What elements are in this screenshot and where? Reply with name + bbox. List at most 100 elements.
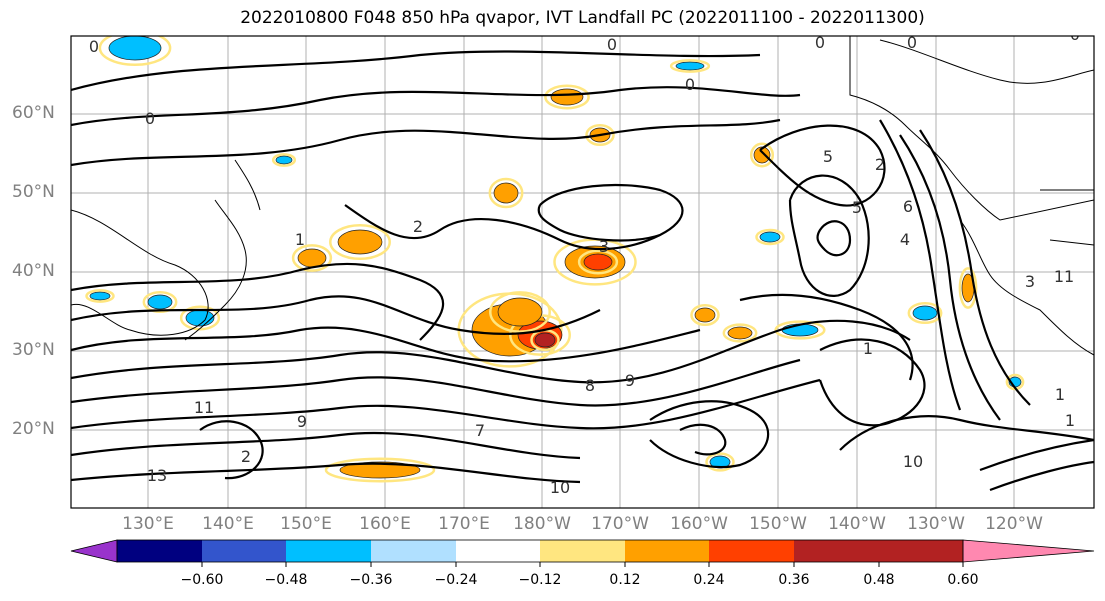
ivt-contour — [344, 204, 661, 251]
shading-halo — [291, 244, 333, 272]
shading-halo — [98, 36, 172, 67]
contour-label: 13 — [147, 466, 167, 485]
lat-label: 50°N — [12, 182, 55, 202]
colorbar-segment — [202, 540, 286, 562]
ivt-contour — [71, 86, 801, 127]
contour-label: 1 — [863, 339, 873, 358]
ivt-contour — [199, 420, 264, 480]
ivt-contour — [71, 462, 581, 484]
colorbar-segment — [70, 539, 118, 563]
ivt-contour — [899, 134, 1001, 421]
contour-label: 0 — [89, 37, 99, 56]
map-title: 2022010800 F048 850 hPa qvapor, IVT Land… — [240, 8, 925, 28]
coastline — [959, 219, 1094, 356]
shading-patch — [675, 61, 705, 71]
ivt-contour — [71, 295, 601, 335]
colorbar-segment — [879, 540, 963, 562]
contour-label: 0 — [907, 33, 917, 52]
shading-patch — [534, 332, 556, 348]
ivt-contour — [818, 338, 926, 427]
contour-label: 3 — [1025, 272, 1035, 291]
shading-patch — [297, 248, 327, 268]
ivt-contour — [649, 400, 770, 469]
shading-halo — [324, 457, 436, 483]
ivt-contour — [71, 431, 581, 460]
shading-halo — [489, 291, 551, 333]
contour-label: 4 — [900, 230, 910, 249]
shading-patch — [753, 146, 771, 164]
colorbar-tick-label: 0.24 — [693, 572, 725, 588]
ivt-contour — [919, 129, 1031, 406]
shading-patch — [583, 253, 613, 271]
lon-label: 130°W — [907, 514, 965, 534]
shading-patch — [275, 155, 293, 165]
colorbar-tick-label: −0.12 — [518, 572, 562, 588]
graticule — [71, 36, 1094, 508]
coastline — [234, 159, 261, 211]
ivt-contour — [839, 415, 1094, 451]
shading-patch — [89, 291, 111, 301]
contour-label: 3 — [599, 237, 609, 256]
shading-patch — [912, 305, 938, 321]
ivt-contour — [71, 319, 911, 384]
shading-patch — [337, 229, 383, 255]
contour-label: 11 — [194, 398, 214, 417]
contour-label: 9 — [297, 412, 307, 431]
colorbar-segment — [540, 540, 625, 562]
coastlines — [71, 36, 1094, 356]
contour-label: 1 — [1055, 385, 1065, 404]
ivt-contour — [71, 50, 761, 92]
contour-label: 5 — [852, 198, 862, 217]
shading-halo — [488, 177, 524, 209]
contour-label: 11 — [1054, 267, 1074, 286]
ivt-contour — [979, 438, 1094, 492]
contour-label: 7 — [475, 421, 485, 440]
ivt-contour — [71, 262, 445, 341]
contour-label: 1 — [295, 230, 305, 249]
shading-halo — [958, 267, 978, 309]
shading-halo — [774, 320, 826, 340]
lon-label: 180°W — [513, 514, 571, 534]
colorbar-segment — [286, 540, 371, 562]
ivt-contour — [879, 119, 962, 411]
contour-label: 2 — [241, 447, 251, 466]
ivt-contour — [537, 183, 684, 242]
contour-label: 0 — [145, 109, 155, 128]
contour-label: 5 — [823, 147, 833, 166]
colorbar-segment — [117, 540, 202, 562]
contour-label: 0 — [607, 35, 617, 54]
contour-label: 10 — [903, 452, 923, 471]
lon-label: 140°W — [828, 514, 886, 534]
lat-label: 40°N — [12, 261, 55, 281]
lon-label: 160°E — [359, 514, 411, 534]
colorbar-tick-label: −0.60 — [180, 572, 224, 588]
shading-halo — [544, 84, 590, 110]
ivt-contour — [71, 326, 701, 363]
colorbar-tick-label: 0.60 — [947, 572, 979, 588]
coastline — [849, 36, 1094, 221]
shading-halo — [705, 452, 735, 472]
colorbar-segment — [962, 539, 1095, 563]
lon-label: 150°E — [280, 514, 332, 534]
contour-label: 0 — [815, 33, 825, 52]
shading-patch — [550, 88, 584, 106]
shading-patch — [759, 231, 781, 243]
colorbar-tick-label: 0.48 — [863, 572, 895, 588]
ivt-contour — [71, 118, 781, 167]
lon-label: 120°W — [985, 514, 1043, 534]
lon-label: 140°E — [202, 514, 254, 534]
shading-halo — [271, 153, 297, 167]
ivt-contours — [71, 50, 1094, 492]
contour-label: 1 — [1065, 411, 1075, 430]
shading-patch — [185, 309, 215, 327]
ivt-contour — [788, 174, 870, 297]
shading-halo — [690, 303, 720, 327]
lat-label: 60°N — [12, 103, 55, 123]
contour-label: 2 — [875, 155, 885, 174]
shading-patch — [727, 326, 753, 340]
shading-halo — [669, 59, 711, 73]
lat-label: 30°N — [12, 340, 55, 360]
colorbar — [70, 539, 1095, 567]
coastline — [71, 209, 209, 336]
